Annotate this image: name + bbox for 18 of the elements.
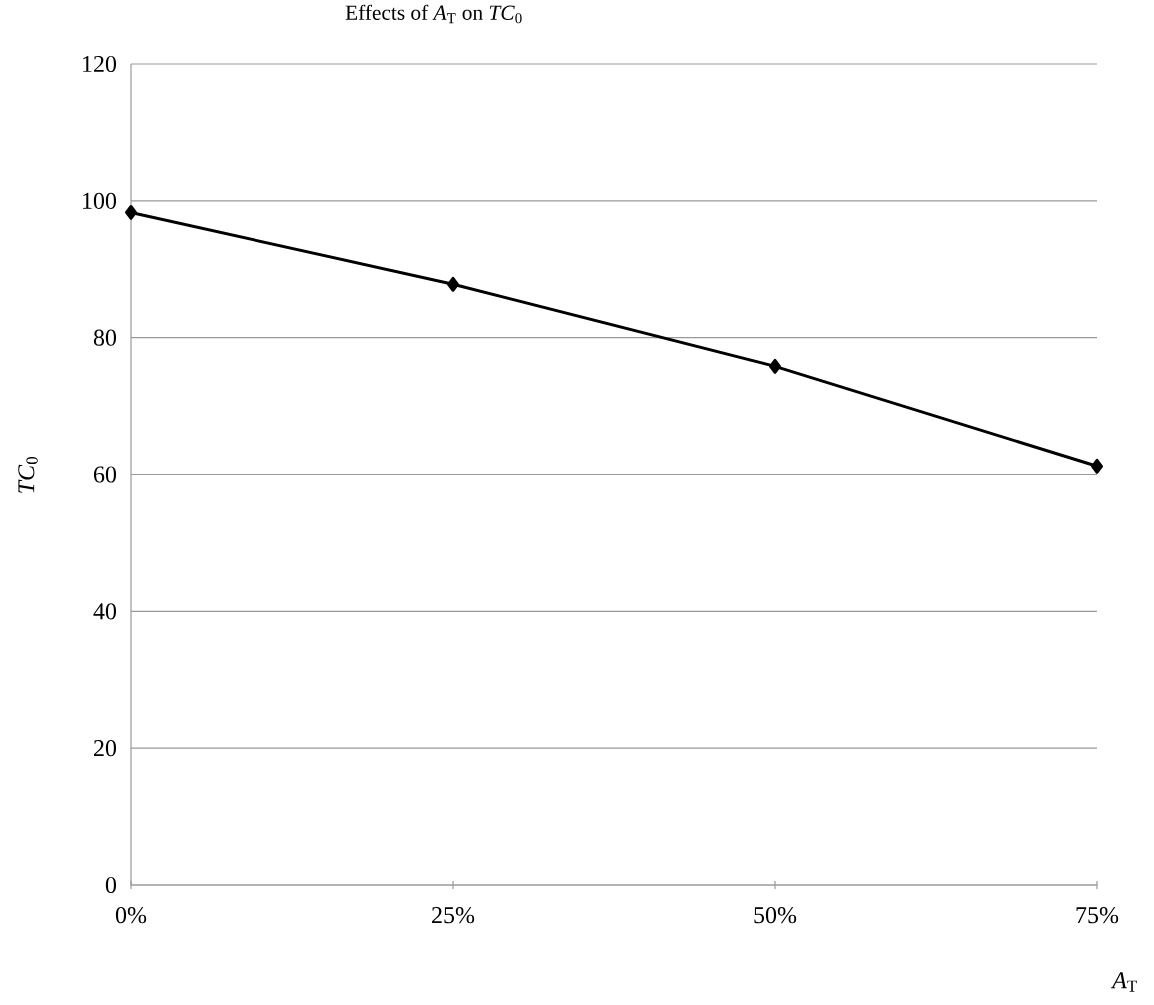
x-tick-label: 0% [115,907,147,924]
y-tick-label: 0 [105,876,117,894]
x-tick-label: 50% [754,907,797,924]
y-tick-label: 80 [93,329,117,346]
y-tick-label: 20 [94,740,117,757]
x-tick-label: 25% [432,907,475,924]
x-axis-title: A$_{T}$ [1110,972,1137,992]
x-tick-label: 75% [1076,907,1119,924]
chart-title: Effects of A$_{T}$ on TC$_{0}$ [345,4,522,24]
y-tick-label: 60 [93,466,117,483]
point [125,204,137,220]
y-axis-title: TC$_{0}$ [18,456,38,493]
point [769,358,781,374]
y-tick-label: 120 [83,55,117,73]
y-tick-label: 100 [83,192,117,209]
y-tick-label: 40 [93,603,117,620]
point [447,276,459,292]
point [1091,458,1103,474]
